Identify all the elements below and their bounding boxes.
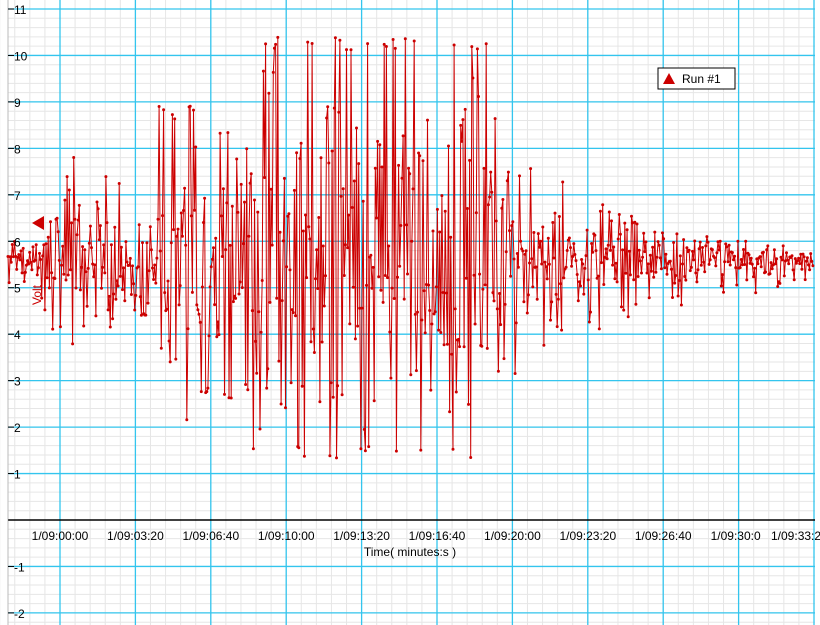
y-tick-label: 4 xyxy=(14,328,21,342)
y-tick-label: 9 xyxy=(14,96,21,110)
y-axis-label[interactable]: Volt xyxy=(30,284,44,305)
y-tick-label: 6 xyxy=(14,235,21,249)
y-tick-labels: -2 -1 1 2 3 4 5 6 7 8 9 10 11 xyxy=(8,3,28,621)
legend-box xyxy=(657,67,736,90)
series-line-run-1 xyxy=(7,37,814,458)
y-tick-label: 1 xyxy=(14,468,21,482)
y-tick-label: -1 xyxy=(14,560,25,574)
y-tick-label: 11 xyxy=(14,3,27,17)
y-tick-label: 10 xyxy=(14,49,28,63)
x-tick-label: 1/09:03:20 xyxy=(107,529,164,543)
x-axis-label: Time( minutes:s ) xyxy=(364,545,456,559)
y-tick-label: 5 xyxy=(14,282,21,296)
x-tick-label: 1/09:06:40 xyxy=(182,529,239,543)
y-axis-scroll-triangle-icon[interactable] xyxy=(32,216,44,230)
x-tick-label: 1/09:13:20 xyxy=(333,529,390,543)
x-tick-label: 1/09:23:20 xyxy=(559,529,616,543)
x-tick-label: 1/09:16:40 xyxy=(409,529,466,543)
y-tick-label: -2 xyxy=(14,607,25,621)
y-tick-label: 2 xyxy=(14,421,21,435)
y-tick-label: 7 xyxy=(14,189,21,203)
y-tick-label: 3 xyxy=(14,375,21,389)
x-tick-label: 1/09:10:00 xyxy=(258,529,315,543)
legend-label: Run #1 xyxy=(682,72,721,86)
series-run-1 xyxy=(6,35,815,460)
legend[interactable]: Run #1 xyxy=(657,67,736,90)
x-tick-label: 1/09:26:40 xyxy=(635,529,692,543)
x-tick-label: 1/09:00:00 xyxy=(32,529,89,543)
y-tick-label: 8 xyxy=(14,142,21,156)
x-tick-label: 1/09:33:20 xyxy=(771,529,820,543)
x-tick-label: 1/09:20:00 xyxy=(484,529,541,543)
x-tick-label: 1/09:30:0 xyxy=(711,529,761,543)
legend-triangle-icon xyxy=(663,73,675,84)
x-tick-labels: 1/09:00:00 1/09:03:20 1/09:06:40 1/09:10:00… xyxy=(32,529,820,543)
series-points-run-1 xyxy=(6,35,815,460)
